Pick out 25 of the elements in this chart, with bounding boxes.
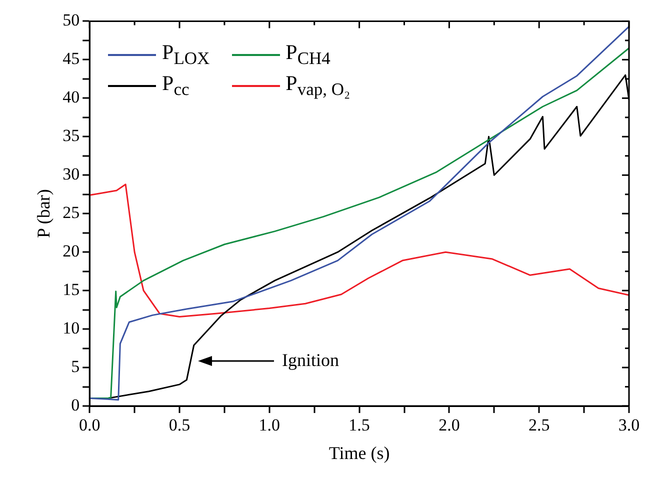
annotation: Ignition [282,350,339,371]
x-axis-title: Time (s) [328,442,390,463]
legend-label: P$_{LOX}$ [162,40,210,70]
legend-label: P$_{vap, O₂}$ [286,71,350,100]
y-tick-label: 25 [62,203,80,222]
x-tick-label: 1.0 [258,416,280,435]
x-tick-label: 2.0 [438,416,460,435]
x-tick-label: 0.0 [78,416,100,435]
y-tick-label: 45 [62,49,80,68]
x-tick-label: 2.5 [528,416,550,435]
y-tick-label: 30 [62,164,80,184]
x-tick-label: 3.0 [618,416,640,435]
x-tick-label: 1.5 [348,416,370,435]
y-tick-label: 10 [62,318,80,338]
y-tick-label: 0 [71,395,80,414]
legend-label: P$_{CH4}$ [286,40,330,70]
x-tick-label: 0.5 [168,416,190,435]
y-tick-label: 5 [71,356,80,376]
y-tick-label: 35 [62,126,80,146]
y-tick-label: 20 [62,242,80,261]
legend-label: P$_{cc}$ [162,71,190,100]
y-axis-title: P (bar) [34,189,54,238]
y-tick-label: 15 [62,280,80,300]
y-tick-label: 50 [62,10,80,30]
y-tick-label: 40 [62,88,80,107]
